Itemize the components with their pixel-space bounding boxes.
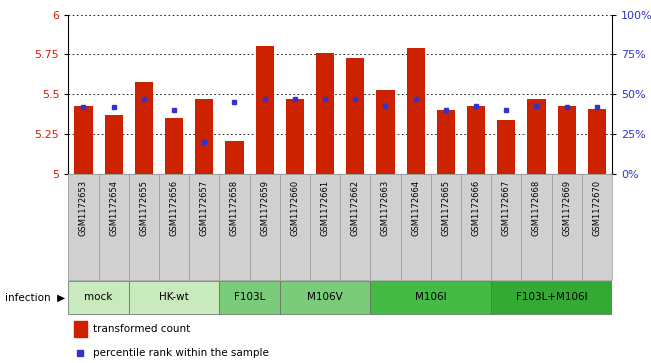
Bar — [370, 174, 400, 280]
Bar — [159, 174, 189, 280]
Bar — [68, 281, 129, 314]
Text: GSM1172663: GSM1172663 — [381, 179, 390, 236]
Bar — [280, 281, 370, 314]
Bar — [98, 174, 129, 280]
Text: GSM1172669: GSM1172669 — [562, 179, 571, 236]
Bar — [582, 174, 612, 280]
Text: GSM1172662: GSM1172662 — [351, 179, 360, 236]
Bar — [376, 90, 395, 174]
Bar — [129, 174, 159, 280]
Text: transformed count: transformed count — [93, 324, 190, 334]
Bar — [219, 174, 249, 280]
Bar — [129, 281, 219, 314]
Text: GSM1172654: GSM1172654 — [109, 179, 118, 236]
Bar — [557, 106, 575, 174]
Text: F103L: F103L — [234, 292, 265, 302]
Bar — [467, 106, 485, 174]
Bar — [310, 174, 340, 280]
Bar — [588, 109, 606, 174]
Bar — [225, 141, 243, 174]
Bar — [400, 174, 431, 280]
Text: HK-wt: HK-wt — [159, 292, 189, 302]
Text: GSM1172656: GSM1172656 — [169, 179, 178, 236]
Bar — [497, 120, 516, 174]
Bar — [316, 53, 334, 174]
Bar — [249, 174, 280, 280]
Text: GSM1172659: GSM1172659 — [260, 179, 269, 236]
Bar — [491, 281, 612, 314]
Text: mock: mock — [85, 292, 113, 302]
Bar — [256, 46, 273, 174]
Bar — [189, 174, 219, 280]
Text: GSM1172661: GSM1172661 — [320, 179, 329, 236]
Text: GSM1172670: GSM1172670 — [592, 179, 602, 236]
Bar — [219, 281, 280, 314]
Text: F103L+M106I: F103L+M106I — [516, 292, 587, 302]
Bar — [74, 106, 92, 174]
Text: GSM1172665: GSM1172665 — [441, 179, 450, 236]
Text: GSM1172664: GSM1172664 — [411, 179, 420, 236]
Text: GSM1172658: GSM1172658 — [230, 179, 239, 236]
Text: GSM1172667: GSM1172667 — [502, 179, 511, 236]
Text: GSM1172666: GSM1172666 — [471, 179, 480, 236]
Text: GSM1172653: GSM1172653 — [79, 179, 88, 236]
Bar — [340, 174, 370, 280]
Text: GSM1172657: GSM1172657 — [200, 179, 209, 236]
Bar — [521, 174, 551, 280]
Text: GSM1172655: GSM1172655 — [139, 179, 148, 236]
Bar — [407, 48, 424, 174]
Text: GSM1172660: GSM1172660 — [290, 179, 299, 236]
Text: M106V: M106V — [307, 292, 343, 302]
Bar — [437, 110, 455, 174]
Bar — [280, 174, 310, 280]
Bar — [491, 174, 521, 280]
Bar — [195, 99, 214, 174]
Bar — [165, 118, 183, 174]
Text: GSM1172668: GSM1172668 — [532, 179, 541, 236]
Bar — [370, 281, 491, 314]
Bar — [286, 99, 304, 174]
Bar — [68, 174, 98, 280]
Text: percentile rank within the sample: percentile rank within the sample — [93, 348, 269, 358]
Bar — [461, 174, 491, 280]
Bar — [551, 174, 582, 280]
Bar — [74, 321, 87, 337]
Text: infection  ▶: infection ▶ — [5, 293, 65, 303]
Bar — [135, 82, 153, 174]
Bar — [431, 174, 461, 280]
Text: M106I: M106I — [415, 292, 447, 302]
Bar — [105, 115, 122, 174]
Bar — [346, 58, 365, 174]
Bar — [527, 99, 546, 174]
